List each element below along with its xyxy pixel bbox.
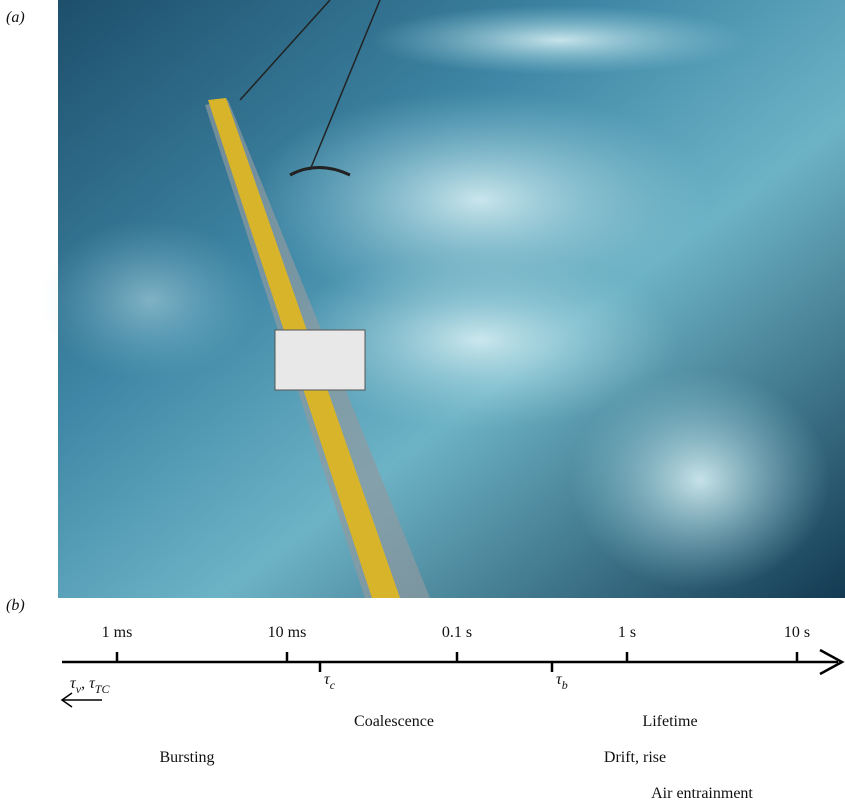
marker-label: τb [556,671,568,692]
marker-label: τv, τTC [70,675,110,696]
tick-label: 1 ms [102,624,133,641]
marker-label: τc [324,671,336,692]
subscript: b [562,678,568,692]
photo [40,0,845,598]
tick-label: 1 s [618,624,636,641]
panel-label: (b) [6,597,25,614]
separator: , [81,675,89,692]
process-label: Lifetime [642,713,697,730]
subscript: TC [95,682,111,696]
process-label: Air entrainment [651,785,753,800]
process-label: Bursting [159,749,214,766]
process-label: Drift, rise [604,749,666,766]
subscript: c [330,678,336,692]
tick-label: 10 s [784,624,810,641]
tick-label: 0.1 s [442,624,472,641]
tick-label: 10 ms [268,624,307,641]
timescale-axis [62,650,842,707]
process-label: Coalescence [354,713,434,730]
panel-label: (a) [6,9,25,26]
figure: (a) (b) 1 ms 10 ms 0.1 s 1 s 10 s τv, τT… [0,0,845,800]
